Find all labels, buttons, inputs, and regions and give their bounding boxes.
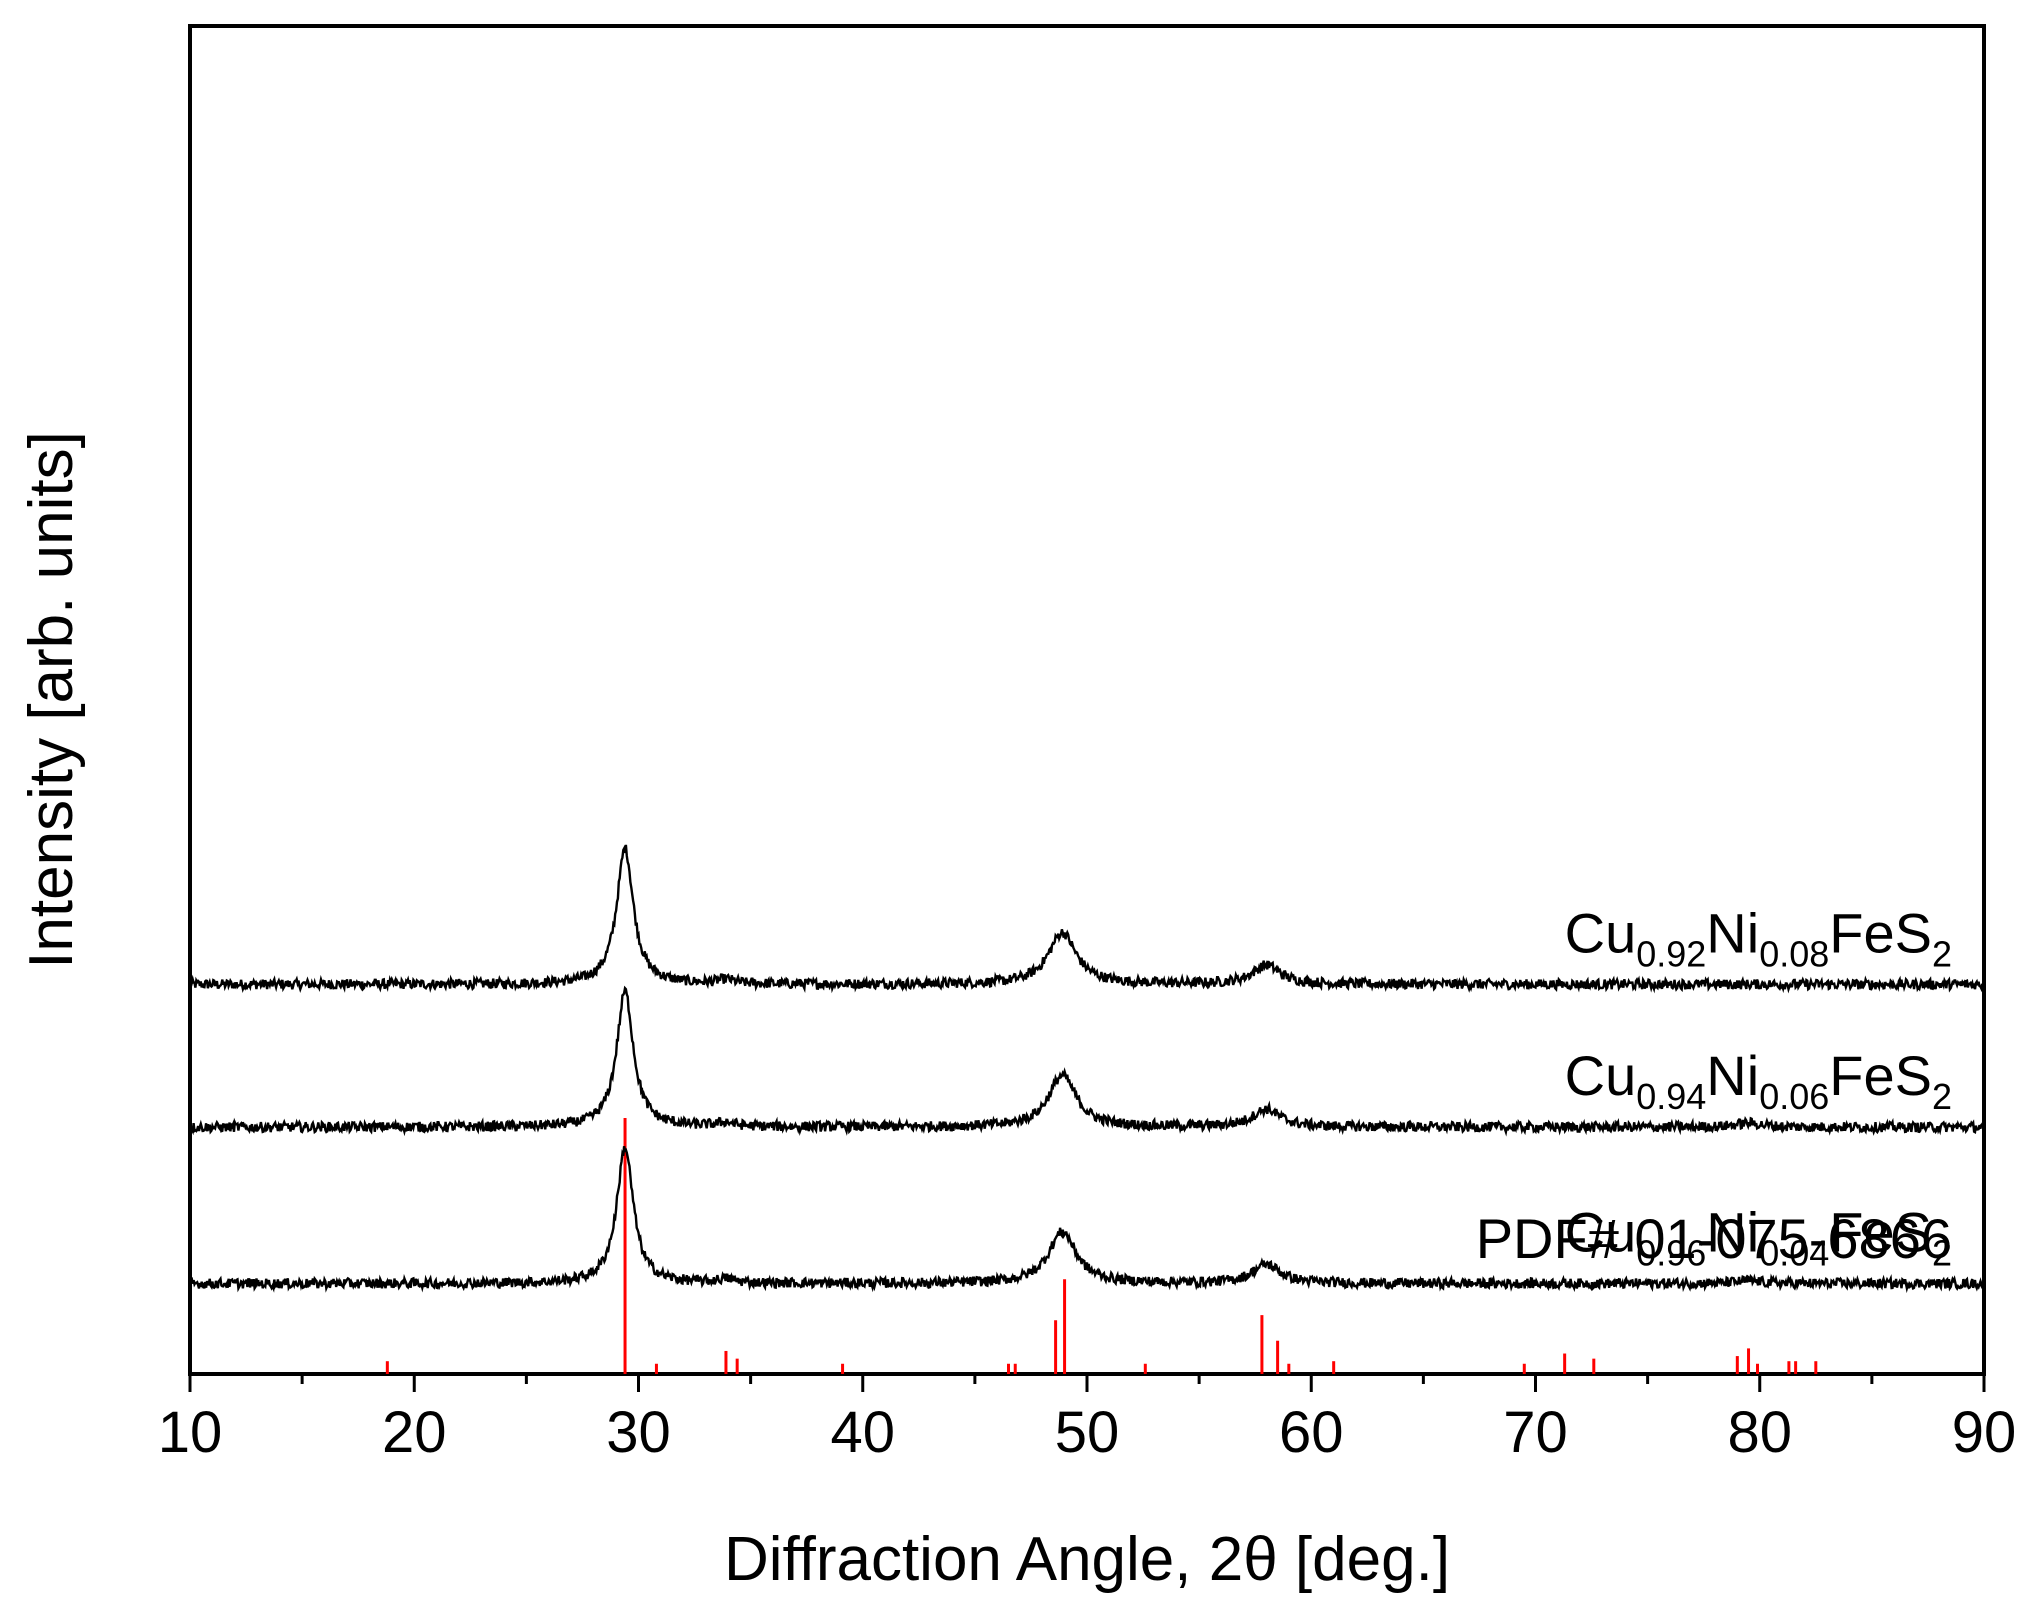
series-label: Cu0.92Ni0.08FeS2 [1565, 901, 1952, 974]
label-subscript: 2 [1932, 1076, 1952, 1117]
x-tick-label: 70 [1503, 1400, 1568, 1465]
label-subscript: 0.96 [1636, 1233, 1706, 1274]
label-text: FeS [1829, 1044, 1932, 1107]
label-text: FeS [1829, 901, 1932, 964]
x-tick-label: 80 [1727, 1400, 1792, 1465]
x-tick-label: 20 [382, 1400, 447, 1465]
x-axis-ticks: 10 20 30 40 50 60 70 80 90 [158, 1374, 2017, 1465]
x-tick-label: 10 [158, 1400, 223, 1465]
series-labels: Cu0.92Ni0.08FeS2Cu0.94Ni0.06FeS2Cu0.96Ni… [1565, 901, 1952, 1273]
series-label: Cu0.94Ni0.06FeS2 [1565, 1044, 1952, 1117]
label-text: Cu [1565, 901, 1637, 964]
label-text: Cu [1565, 1201, 1637, 1264]
reference-lines [385, 1118, 1818, 1374]
label-subscript: 2 [1932, 1233, 1952, 1274]
label-subscript: 0.04 [1759, 1233, 1829, 1274]
label-text: Ni [1706, 1044, 1759, 1107]
label-subscript: 0.94 [1636, 1076, 1706, 1117]
series-lines [188, 844, 1985, 1294]
label-text: Ni [1706, 1201, 1759, 1264]
x-tick-label: 40 [830, 1400, 895, 1465]
series-line [188, 1145, 1985, 1294]
label-subscript: 2 [1932, 933, 1952, 974]
x-tick-label: 90 [1952, 1400, 2017, 1465]
x-axis-title: Diffraction Angle, 2θ [deg.] [724, 1525, 1450, 1594]
x-tick-label: 30 [606, 1400, 671, 1465]
series-line [188, 844, 1985, 994]
label-text: Ni [1706, 901, 1759, 964]
plot-frame [188, 24, 1986, 1376]
label-text: Cu [1565, 1044, 1637, 1107]
x-tick-label: 50 [1055, 1400, 1120, 1465]
label-subscript: 0.92 [1636, 933, 1706, 974]
reference-label: PDF# 01-075-6866 [1476, 1207, 1952, 1270]
y-axis-title: Intensity [arb. units] [17, 431, 86, 969]
series-line [188, 985, 1985, 1137]
label-text: FeS [1829, 1201, 1932, 1264]
series-label: Cu0.96Ni0.04FeS2 [1565, 1201, 1952, 1274]
label-subscript: 0.06 [1759, 1076, 1829, 1117]
label-subscript: 0.08 [1759, 933, 1829, 974]
x-tick-label: 60 [1279, 1400, 1344, 1465]
